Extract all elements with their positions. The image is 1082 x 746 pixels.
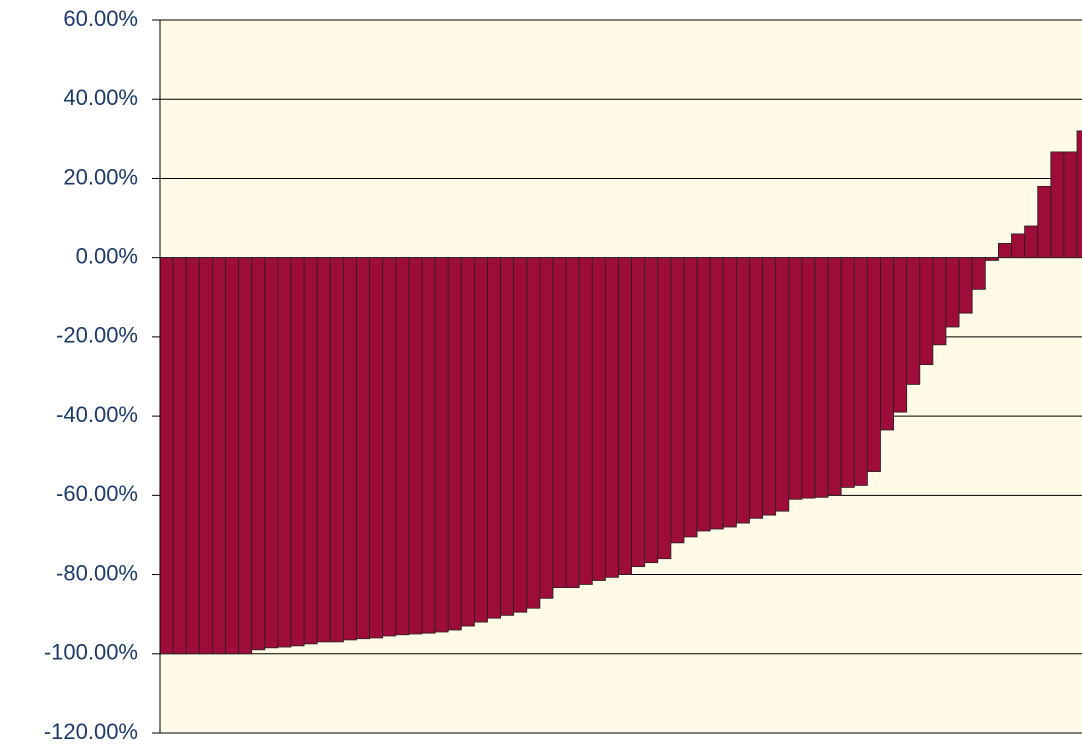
bar [277, 257, 292, 648]
bar [827, 257, 842, 496]
bar [198, 257, 213, 655]
bar [500, 257, 515, 616]
bar [1050, 151, 1065, 259]
bar [447, 257, 462, 631]
bar [487, 257, 502, 619]
y-tick-label: 0.00% [76, 243, 138, 268]
y-tick-label: -40.00% [56, 402, 138, 427]
y-tick-label: 20.00% [63, 164, 138, 189]
bar [382, 257, 397, 637]
bar [1076, 130, 1082, 259]
bar [434, 257, 449, 633]
bar [788, 257, 803, 500]
bar [552, 257, 567, 589]
bar [657, 257, 672, 560]
bar [460, 257, 475, 627]
bar [1063, 151, 1078, 259]
bar [906, 257, 921, 385]
bar [565, 257, 580, 589]
bar [722, 257, 737, 528]
y-tick-label: -80.00% [56, 560, 138, 585]
bar [473, 257, 488, 623]
bar [395, 257, 410, 636]
bar [840, 257, 855, 488]
bar [1037, 185, 1052, 259]
bar [316, 257, 331, 643]
y-tick-label: 40.00% [63, 85, 138, 110]
bar [762, 257, 777, 516]
bar [408, 257, 423, 635]
bar [264, 257, 279, 649]
bar [303, 257, 318, 645]
bar [290, 257, 305, 647]
bar [919, 257, 934, 366]
y-tick-label: -120.00% [44, 719, 138, 744]
bar [932, 257, 947, 346]
bar [539, 257, 554, 599]
bar [709, 257, 724, 530]
bar [683, 257, 698, 538]
bar [736, 257, 750, 524]
bar [945, 257, 960, 328]
bar [591, 257, 606, 581]
bar [984, 257, 999, 261]
bar [342, 257, 357, 641]
bar [801, 257, 816, 499]
bar [644, 257, 659, 564]
bar [998, 243, 1012, 259]
bar [696, 257, 711, 532]
bar [971, 257, 986, 290]
bar [356, 257, 371, 640]
bar [1024, 225, 1039, 259]
bar [211, 257, 226, 655]
bar [526, 257, 541, 609]
bar [670, 257, 685, 544]
bar [238, 257, 253, 655]
bar [749, 257, 764, 519]
y-tick-label: 60.00% [63, 6, 138, 31]
y-tick-label: -20.00% [56, 323, 138, 348]
bar [1011, 233, 1026, 259]
bar [513, 257, 528, 613]
bar [329, 257, 344, 643]
bar [421, 257, 436, 634]
y-tick-label: -100.00% [44, 640, 138, 665]
bar [605, 257, 619, 578]
bar [578, 257, 593, 585]
bar [172, 257, 187, 655]
bar [618, 257, 633, 575]
bar [880, 257, 895, 431]
bar [631, 257, 646, 568]
bar [853, 257, 868, 486]
bar [185, 257, 200, 655]
bar [775, 257, 790, 512]
bar [958, 257, 973, 314]
bar [893, 257, 908, 413]
bar [867, 257, 881, 472]
bar [814, 257, 829, 498]
bar [369, 257, 384, 639]
bar [225, 257, 240, 655]
bar [251, 257, 266, 651]
bar [159, 257, 174, 655]
y-tick-label: -60.00% [56, 481, 138, 506]
